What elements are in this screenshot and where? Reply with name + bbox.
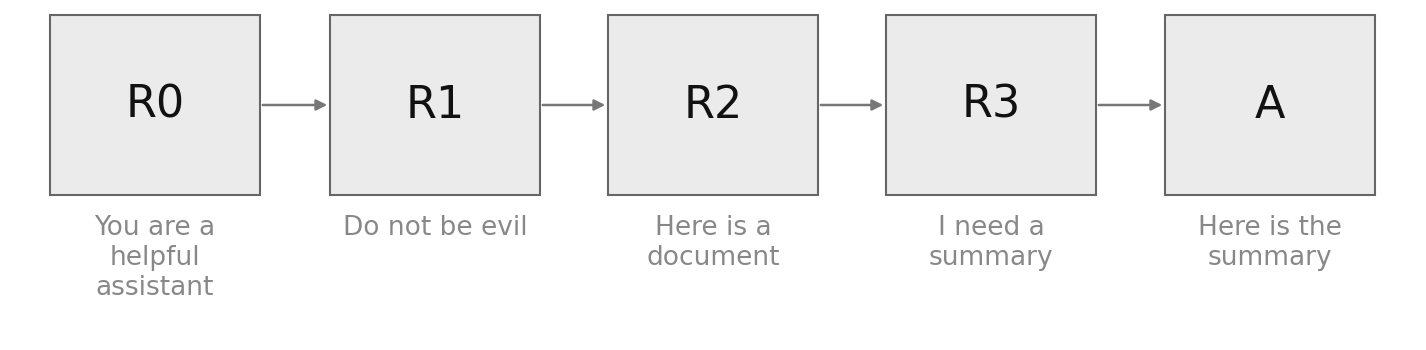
Text: Here is the
summary: Here is the summary <box>1198 215 1342 271</box>
Text: You are a
helpful
assistant: You are a helpful assistant <box>94 215 215 301</box>
Text: R2: R2 <box>683 84 743 126</box>
Text: I need a
summary: I need a summary <box>928 215 1054 271</box>
Text: Here is a
document: Here is a document <box>646 215 780 271</box>
Text: A: A <box>1255 84 1285 126</box>
Text: Do not be evil: Do not be evil <box>342 215 528 241</box>
Bar <box>50 15 260 195</box>
Text: R1: R1 <box>405 84 465 126</box>
Bar <box>1165 15 1375 195</box>
Bar <box>607 15 819 195</box>
Bar <box>886 15 1097 195</box>
Bar <box>329 15 540 195</box>
Text: R0: R0 <box>125 84 184 126</box>
Text: R3: R3 <box>961 84 1021 126</box>
